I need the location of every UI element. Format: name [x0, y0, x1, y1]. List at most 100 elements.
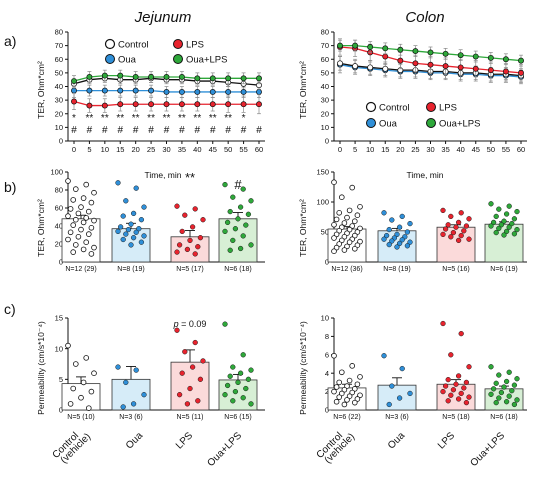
- data-point: [487, 54, 494, 61]
- x-tick-label: 5: [353, 145, 357, 154]
- data-point: [338, 369, 345, 376]
- data-point: [511, 216, 518, 222]
- data-point: [132, 101, 139, 108]
- data-point: [115, 228, 121, 235]
- data-point: [461, 385, 467, 391]
- data-point: [132, 87, 139, 94]
- data-point: [450, 229, 457, 236]
- bar-group-2: N=8 (19): [111, 180, 151, 273]
- data-point: [509, 220, 515, 227]
- data-point: [227, 373, 233, 379]
- data-point: [67, 229, 74, 236]
- data-point: [65, 236, 71, 243]
- data-point: [357, 392, 363, 399]
- data-point: [336, 394, 343, 400]
- sig-star: *: [242, 113, 246, 124]
- data-point: [178, 88, 185, 95]
- data-point: [88, 199, 95, 206]
- data-point: [455, 219, 462, 226]
- data-point: [189, 224, 196, 230]
- data-point: [133, 367, 139, 373]
- ylabel-a-colon: TER, Ohm*cm²: [298, 61, 308, 119]
- data-point: [331, 222, 337, 228]
- data-point: [511, 231, 518, 237]
- data-point: [86, 102, 93, 109]
- data-point: [346, 377, 353, 384]
- data-point: [333, 216, 340, 223]
- n-label: N=6 (22): [333, 414, 360, 421]
- data-point: [514, 376, 520, 382]
- data-point: [222, 392, 228, 398]
- chart-a_colon: 0 10 20 30 40 50 60 70 80 0 5 10 15 20 25 30 35 40 45 50 55 6…: [321, 28, 527, 154]
- chart-c_colon: 0 2 4 6 8 10 N=6 (22) N=3 (6) N=5 (18) N=6 (18): [321, 314, 527, 421]
- legend-label-control: Control: [379, 103, 410, 114]
- chart-b_jejunum: 0 20 40 60 80 100 N=12 (29) N=8 (19) N=5 (17) N=6…: [50, 168, 265, 273]
- data-point: [458, 330, 464, 337]
- y-tick-label: 2: [325, 387, 329, 396]
- data-point: [389, 383, 395, 389]
- data-point: [71, 87, 77, 94]
- sig-hash: #: [102, 125, 108, 136]
- y-tick-label: 60: [55, 204, 63, 213]
- n-label: N=12 (36): [331, 266, 362, 273]
- data-point: [514, 208, 520, 215]
- xcat-oua: Oua: [124, 430, 145, 451]
- legend-marker-control: [365, 101, 377, 113]
- y-tick-label: 70: [55, 41, 63, 50]
- data-point: [133, 185, 139, 191]
- data-point: [123, 198, 129, 204]
- data-point: [194, 101, 201, 108]
- data-point: [75, 234, 82, 240]
- data-point: [120, 404, 126, 410]
- data-point: [73, 361, 79, 367]
- data-point: [502, 56, 509, 63]
- data-point: [192, 251, 198, 257]
- x-tick-label: 55: [239, 145, 247, 154]
- data-point: [386, 241, 392, 248]
- data-point: [184, 401, 191, 407]
- y-tick-label: 150: [316, 168, 329, 177]
- panel-label-a: a): [4, 33, 16, 49]
- data-point: [225, 88, 232, 95]
- xcat-oualps: Oua+LPS: [468, 430, 507, 469]
- bar-group-3: N=5 (18): [436, 320, 476, 421]
- data-point: [230, 194, 236, 200]
- data-point: [341, 247, 348, 253]
- data-point: [117, 72, 124, 79]
- data-point: [496, 372, 502, 378]
- data-point: [341, 401, 348, 408]
- panel-label-b: b): [4, 179, 16, 195]
- data-point: [344, 383, 350, 389]
- sig-b-lps: **: [185, 170, 195, 185]
- sig-hash: #: [71, 125, 77, 136]
- data-point: [396, 395, 403, 401]
- data-point: [256, 101, 262, 108]
- title-jejunum: Jejunum: [134, 9, 192, 26]
- y-tick-label: 10: [55, 123, 63, 132]
- legend-label-oualps: Oua+LPS: [439, 119, 480, 130]
- data-point: [86, 87, 93, 94]
- data-point: [237, 204, 244, 210]
- data-point: [382, 45, 389, 52]
- x-tick-label: 10: [366, 145, 374, 154]
- n-label: N=8 (19): [383, 266, 410, 273]
- data-point: [381, 210, 387, 216]
- y-tick-label: 70: [321, 41, 329, 50]
- data-point: [88, 251, 95, 257]
- data-point: [367, 64, 374, 71]
- data-point: [337, 42, 343, 49]
- sig-hash: #: [210, 125, 216, 136]
- n-label: N=6 (18): [490, 414, 517, 421]
- data-point: [245, 376, 252, 382]
- n-label: N=5 (17): [176, 266, 203, 273]
- bar-group-2: N=8 (19): [377, 210, 417, 273]
- n-label: N=6 (19): [490, 266, 517, 273]
- n-label: N=5 (18): [442, 414, 469, 421]
- data-point: [389, 217, 395, 223]
- data-point: [222, 228, 228, 235]
- data-point: [399, 213, 405, 220]
- data-point: [88, 388, 95, 395]
- y-tick-label: 8: [325, 332, 329, 341]
- data-point: [240, 75, 247, 82]
